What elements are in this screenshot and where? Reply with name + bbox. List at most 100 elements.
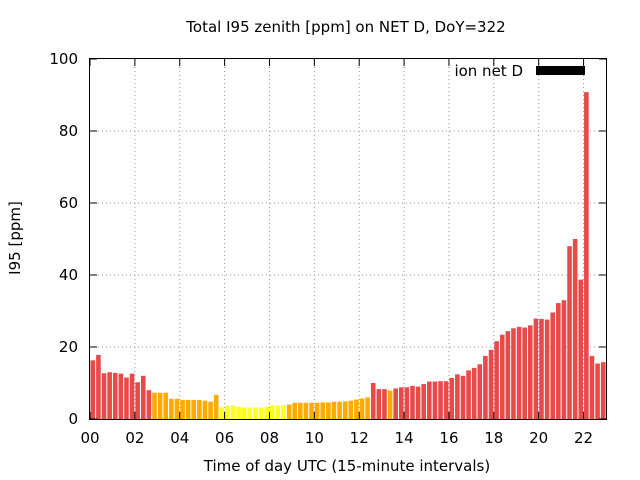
bar [556,303,561,419]
bar [236,406,241,419]
bar [286,404,292,419]
bar [387,390,393,419]
y-tick-label: 40 [59,266,78,284]
bar [455,374,460,419]
bar [191,399,197,419]
x-tick-label: 14 [395,429,414,447]
bar [292,402,298,419]
bar [471,367,477,419]
bar [320,402,326,419]
legend: ion net D [454,62,585,80]
x-tick-label: 12 [350,429,369,447]
bar [219,407,225,419]
bar [522,327,527,419]
x-axis-label: Time of day UTC (15-minute intervals) [203,457,490,475]
bar [511,328,516,419]
bar [567,246,572,419]
bar [382,389,387,419]
x-tick-label: 16 [439,429,458,447]
bar [460,375,466,419]
bar [269,405,275,419]
bar [466,370,471,419]
bar [449,377,455,419]
bar [561,300,567,419]
legend-swatch [536,66,585,75]
bar [415,386,421,419]
x-tick-labels: 00 02 04 06 08 10 12 14 16 18 20 22 [80,429,593,447]
bars [90,92,606,420]
y-tick-label: 80 [59,122,78,140]
bar [174,398,180,419]
bar [247,407,253,419]
x-tick-label: 18 [484,429,503,447]
bar [398,387,404,419]
bar [96,354,101,419]
x-tick-label: 08 [260,429,279,447]
bar [281,405,286,419]
bar [348,400,354,419]
bar [354,399,359,419]
y-tick-label: 60 [59,194,78,212]
bar [494,341,499,419]
bar [275,405,281,419]
bar [337,401,342,419]
chart-title: Total I95 zenith [ppm] on NET D, DoY=322 [185,18,505,36]
bar [180,399,185,419]
x-tick-label: 20 [529,429,548,447]
bar [550,312,556,419]
bar [118,373,124,419]
bar [539,318,544,419]
bar [572,239,578,419]
bar [303,402,309,419]
bar [309,402,314,419]
bar [505,331,511,419]
ticks [89,58,606,420]
bar [101,373,107,419]
bar [600,362,606,419]
bar [163,392,169,419]
grid [90,59,606,419]
bar [157,392,163,419]
x-tick-label: 22 [574,429,593,447]
bar [135,382,140,419]
bar [107,372,112,419]
bar [359,398,365,419]
bar [129,373,135,419]
y-tick-label: 100 [49,50,78,68]
bar [314,402,320,419]
bar [499,334,505,419]
bar [202,400,208,419]
x-tick-label: 10 [305,429,324,447]
bar [365,397,370,419]
bar [208,401,213,419]
bar [483,356,488,419]
bar [370,383,376,419]
y-tick-labels: 0 20 40 60 80 100 [49,50,78,428]
bar [589,356,595,419]
bar [264,406,269,419]
bar [185,399,191,419]
bar [516,326,522,419]
bar [331,401,337,419]
bar [342,401,348,419]
bar [410,385,415,419]
x-tick-label: 00 [80,429,99,447]
bar [225,405,230,419]
x-tick-label: 04 [170,429,189,447]
bar [544,319,550,419]
y-tick-label: 0 [68,410,78,428]
bar [326,402,331,419]
bar [432,381,438,419]
bar [404,387,410,419]
bar [112,372,118,419]
bar [140,375,146,419]
bar [146,390,152,419]
bar [393,388,398,419]
bar [443,381,449,419]
bar [253,407,258,419]
bar [488,349,494,419]
bar [258,407,264,419]
plot-border [89,58,607,420]
bar [152,392,157,419]
bar [533,318,539,419]
